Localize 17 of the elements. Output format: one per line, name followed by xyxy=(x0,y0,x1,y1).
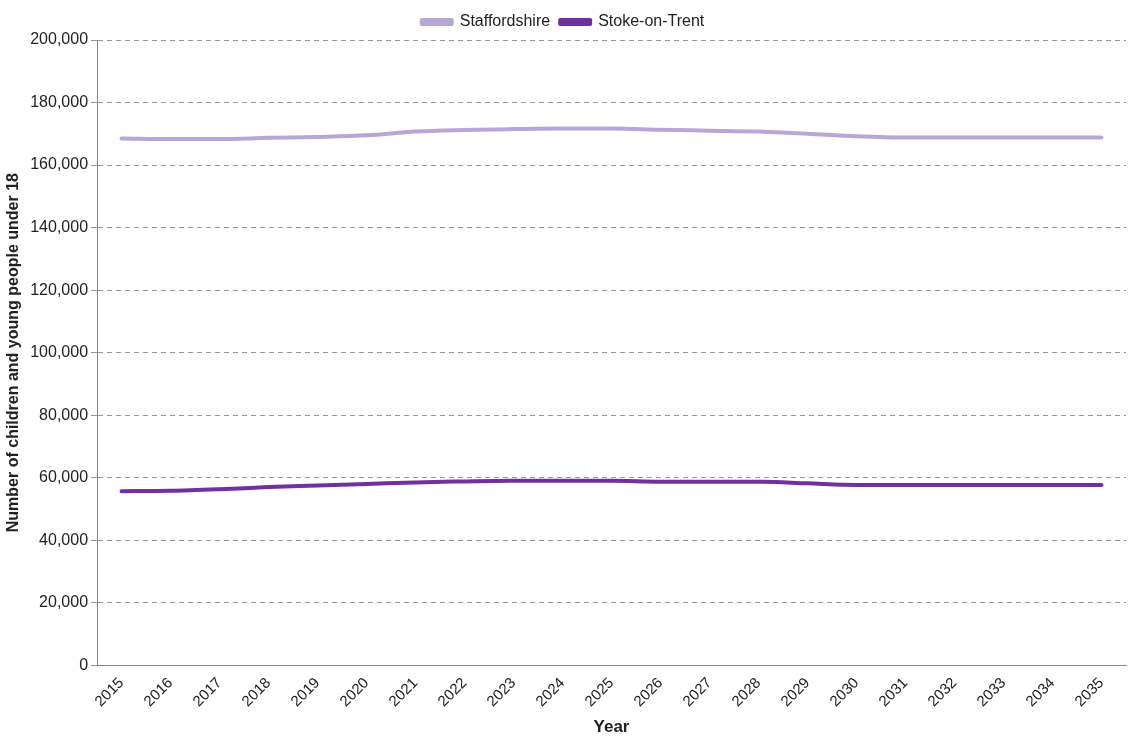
y-tick-label: 140,000 xyxy=(30,217,89,235)
y-tick-label: 180,000 xyxy=(30,92,89,110)
y-tick-label: 20,000 xyxy=(39,593,89,611)
y-tick-label: 40,000 xyxy=(39,530,89,548)
legend-label: Stoke-on-Trent xyxy=(598,12,705,30)
y-tick-label: 80,000 xyxy=(39,405,89,423)
legend-label: Staffordshire xyxy=(459,12,551,30)
y-axis-title: Number of children and young people under 18 xyxy=(4,172,22,533)
line-series xyxy=(119,126,1104,142)
y-tick-label: 120,000 xyxy=(30,280,89,298)
y-tick-label: 100,000 xyxy=(30,343,89,361)
y-tick-label: 0 xyxy=(79,655,89,673)
x-axis-title: Year xyxy=(593,717,630,737)
y-tick-label: 60,000 xyxy=(39,468,89,486)
y-tick-label: 200,000 xyxy=(30,30,89,48)
line-series xyxy=(119,478,1104,494)
y-tick-label: 160,000 xyxy=(30,155,89,173)
